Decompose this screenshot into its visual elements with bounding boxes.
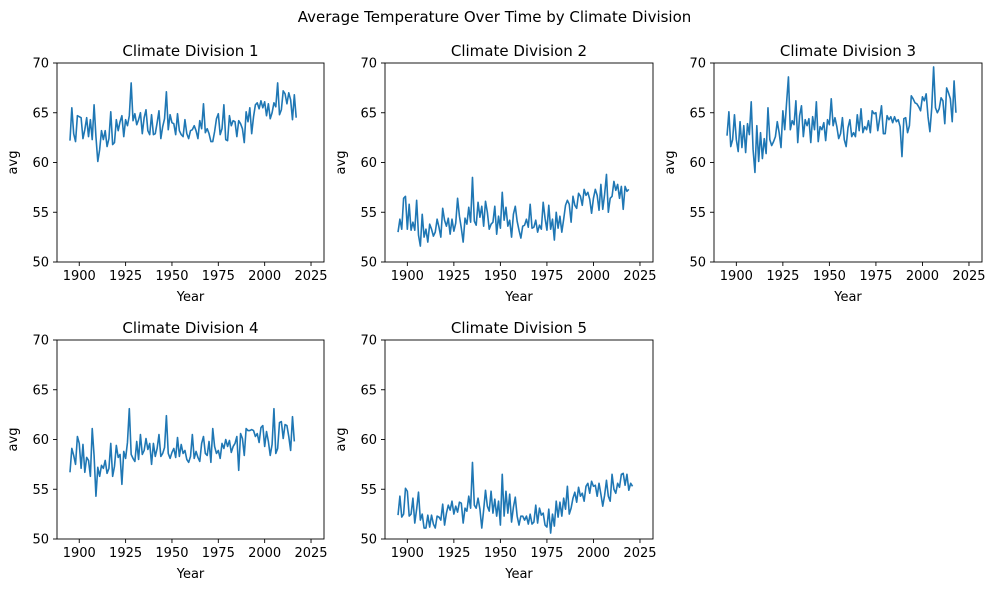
x-tick-label: 1975: [859, 269, 892, 284]
y-tick-label: 70: [32, 57, 49, 72]
y-axis-label: avg: [663, 151, 678, 175]
subplot-title: Climate Division 2: [451, 42, 587, 60]
series-line: [69, 407, 296, 498]
x-tick-label: 2000: [577, 546, 610, 561]
series-line: [397, 461, 634, 534]
x-tick-label: 1975: [530, 269, 563, 284]
x-tick-label: 2025: [294, 546, 327, 561]
y-tick-label: 65: [360, 106, 377, 121]
x-axis-label: Year: [833, 290, 862, 305]
subplot-1: 1900 1925 1950 1975 2000 2025 50 55 60 65 70 Climat…: [6, 42, 328, 305]
series-line: [69, 82, 297, 163]
x-tick-label: 1975: [202, 546, 235, 561]
figure-title: Average Temperature Over Time by Climate…: [298, 8, 692, 26]
y-tick-label: 70: [360, 334, 377, 349]
y-tick-label: 50: [689, 256, 706, 271]
x-tick-label: 2000: [906, 269, 939, 284]
y-tick-label: 50: [360, 533, 377, 548]
y-axis-label: avg: [6, 151, 21, 175]
y-tick-label: 70: [32, 334, 49, 349]
x-axis-label: Year: [504, 290, 533, 305]
y-tick-label: 55: [360, 483, 377, 498]
x-tick-label: 1975: [202, 269, 235, 284]
y-tick-label: 55: [360, 206, 377, 221]
y-tick-label: 70: [360, 57, 377, 72]
x-tick-label: 1925: [109, 269, 142, 284]
subplot-5: 1900 1925 1950 1975 2000 2025 50 55 60 65 70 Climat…: [334, 319, 657, 582]
subplot-title: Climate Division 3: [780, 42, 916, 60]
subplot-4: 1900 1925 1950 1975 2000 2025 50 55 60 65 70 Climat…: [6, 319, 328, 582]
x-tick-label: 1925: [437, 269, 470, 284]
x-axis-label: Year: [176, 567, 205, 582]
x-axis-label: Year: [176, 290, 205, 305]
y-tick-label: 60: [32, 433, 49, 448]
series-line: [397, 173, 630, 247]
x-tick-label: 1900: [391, 269, 424, 284]
x-axis-label: Year: [504, 567, 533, 582]
y-axis-label: avg: [334, 151, 349, 175]
y-tick-label: 60: [360, 433, 377, 448]
y-tick-label: 60: [689, 156, 706, 171]
x-tick-label: 1950: [484, 269, 517, 284]
x-tick-label: 2025: [294, 269, 327, 284]
x-tick-label: 1975: [530, 546, 563, 561]
subplot-title: Climate Division 5: [451, 319, 587, 337]
y-tick-label: 65: [32, 383, 49, 398]
y-tick-label: 65: [32, 106, 49, 121]
y-tick-label: 50: [360, 256, 377, 271]
x-tick-label: 2025: [623, 546, 656, 561]
x-tick-label: 1925: [109, 546, 142, 561]
x-tick-label: 1900: [720, 269, 753, 284]
subplot-title: Climate Division 1: [122, 42, 258, 60]
x-tick-label: 1950: [155, 269, 188, 284]
y-tick-label: 65: [689, 106, 706, 121]
y-axis-label: avg: [334, 428, 349, 452]
y-tick-label: 50: [32, 533, 49, 548]
plot-frame: [384, 339, 654, 540]
x-tick-label: 1925: [766, 269, 799, 284]
y-axis-label: avg: [6, 428, 21, 452]
x-tick-label: 2025: [952, 269, 985, 284]
plot-frame: [56, 339, 325, 540]
x-tick-label: 1950: [155, 546, 188, 561]
x-tick-label: 2000: [577, 269, 610, 284]
subplots-grid: 1900 1925 1950 1975 2000 2025 50 55 60 65 70 Climat…: [6, 42, 986, 582]
x-tick-label: 2000: [248, 269, 281, 284]
x-tick-label: 1900: [63, 546, 96, 561]
y-tick-label: 65: [360, 383, 377, 398]
subplot-title: Climate Division 4: [122, 319, 258, 337]
subplot-2: 1900 1925 1950 1975 2000 2025 50 55 60 65 70 Climat…: [334, 42, 657, 305]
y-tick-label: 55: [689, 206, 706, 221]
x-tick-label: 1950: [813, 269, 846, 284]
x-tick-label: 2000: [248, 546, 281, 561]
y-tick-label: 55: [32, 206, 49, 221]
y-tick-label: 60: [32, 156, 49, 171]
subplot-3: 1900 1925 1950 1975 2000 2025 50 55 60 65 70 Climat…: [663, 42, 986, 305]
x-tick-label: 1925: [437, 546, 470, 561]
x-tick-label: 1900: [63, 269, 96, 284]
x-tick-label: 1900: [391, 546, 424, 561]
y-tick-label: 60: [360, 156, 377, 171]
y-tick-label: 70: [689, 57, 706, 72]
x-tick-label: 1950: [484, 546, 517, 561]
x-tick-label: 2025: [623, 269, 656, 284]
y-tick-label: 55: [32, 483, 49, 498]
y-tick-label: 50: [32, 256, 49, 271]
series-line: [726, 66, 957, 174]
